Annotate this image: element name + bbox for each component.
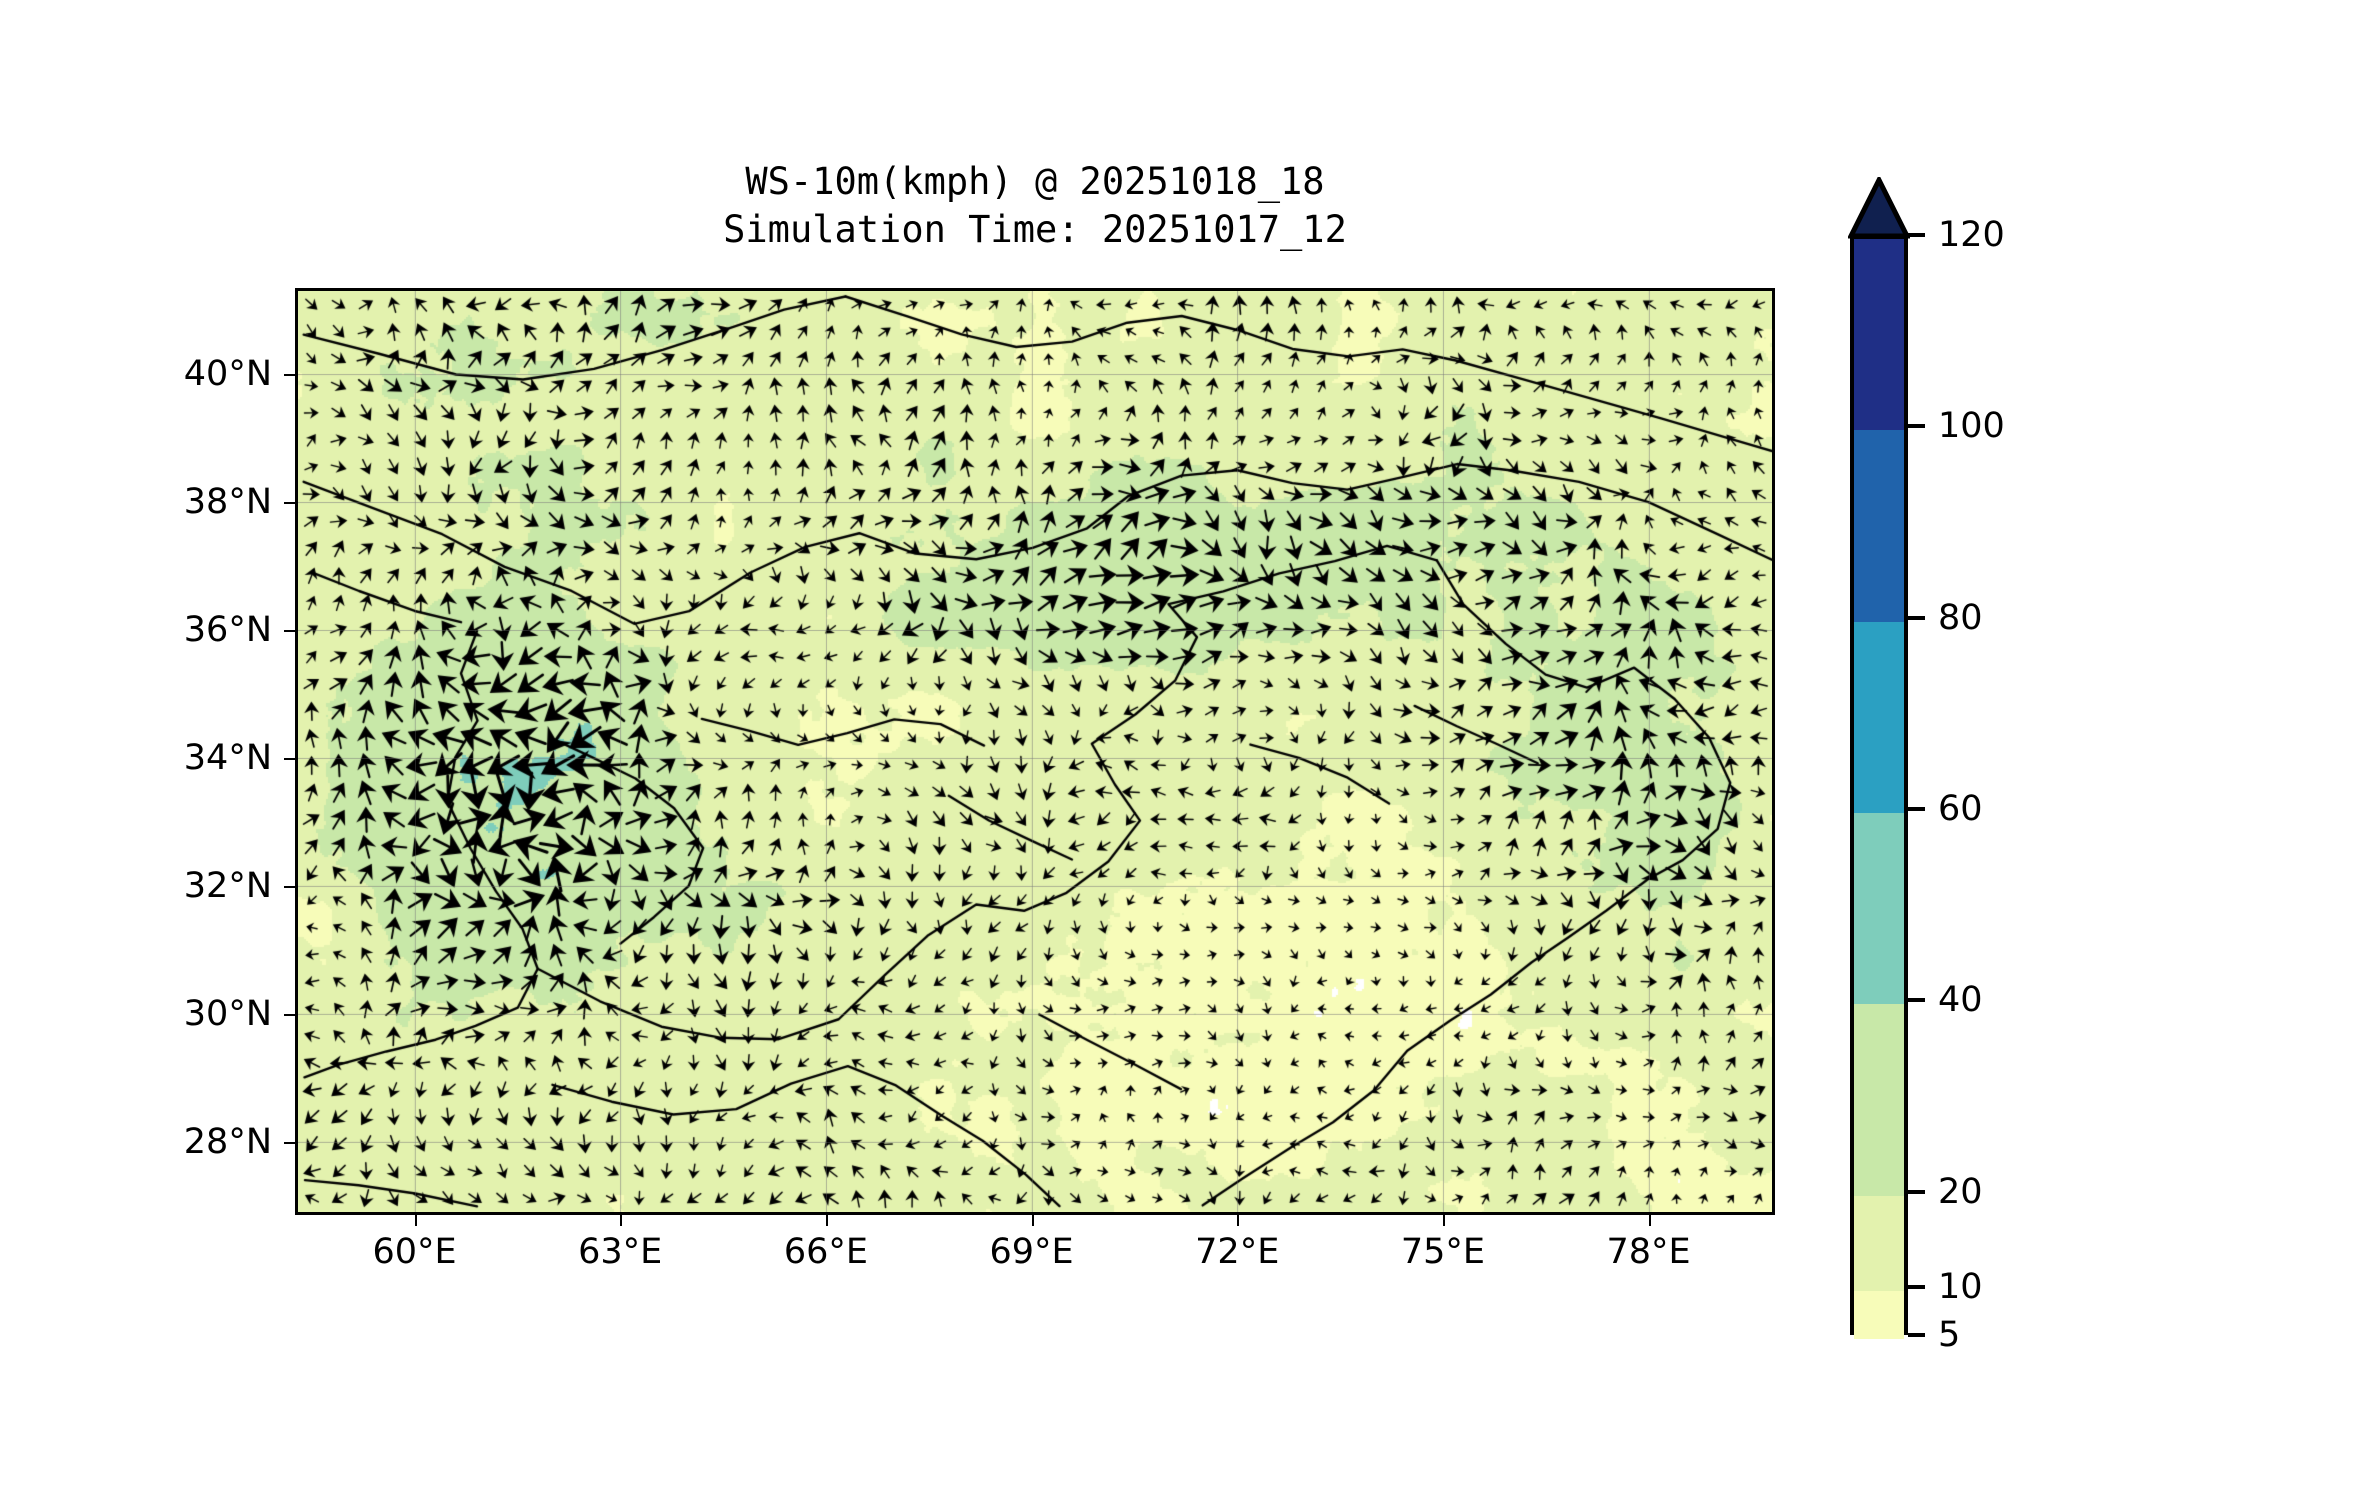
- gridline-horizontal: [298, 1141, 1772, 1143]
- y-axis-tick-label: 30°N: [183, 993, 272, 1034]
- x-axis-tick: [825, 1215, 828, 1226]
- x-axis-tick-label: 60°E: [372, 1232, 457, 1272]
- x-axis-tick-label: 69°E: [989, 1232, 1074, 1272]
- colorbar-tick: [1908, 1333, 1925, 1337]
- title-line-1: WS-10m(kmph) @ 20251018_18: [745, 160, 1325, 203]
- x-axis-tick: [1031, 1215, 1034, 1226]
- map-plot-area[interactable]: [295, 288, 1775, 1215]
- gridline-horizontal: [298, 885, 1772, 887]
- y-axis-tick: [284, 502, 295, 505]
- gridline-horizontal: [298, 757, 1772, 759]
- y-axis-tick: [284, 629, 295, 632]
- colorbar-tick-label: 20: [1938, 1171, 1983, 1212]
- y-axis-tick: [284, 374, 295, 377]
- gridline-vertical: [414, 291, 416, 1212]
- chart-title: WS-10m(kmph) @ 20251018_18 Simulation Ti…: [295, 158, 1775, 254]
- y-axis-tick: [284, 885, 295, 888]
- gridline-horizontal: [298, 629, 1772, 631]
- colorbar-gradient: [1850, 235, 1908, 1339]
- colorbar-segment: [1854, 1004, 1904, 1196]
- gridline-vertical: [1648, 291, 1650, 1212]
- x-axis-tick-label: 66°E: [783, 1232, 868, 1272]
- y-axis-tick-label: 38°N: [183, 482, 272, 523]
- colorbar-tick-label: 100: [1938, 406, 2005, 447]
- title-line-2: Simulation Time: 20251017_12: [723, 208, 1347, 252]
- y-axis-tick-label: 28°N: [183, 1121, 272, 1162]
- gridline-horizontal: [298, 374, 1772, 376]
- x-axis-tick-label: 78°E: [1606, 1232, 1691, 1272]
- colorbar-tick-label: 80: [1938, 597, 1983, 638]
- colorbar-tick-label: 60: [1938, 788, 1983, 829]
- colorbar-segment: [1854, 430, 1904, 622]
- gridline-vertical: [1237, 291, 1239, 1212]
- y-axis-tick-label: 32°N: [183, 865, 272, 906]
- colorbar-segment: [1854, 1291, 1904, 1339]
- colorbar-tick-label: 10: [1938, 1267, 1983, 1308]
- colorbar-tick: [1908, 1285, 1925, 1290]
- gridline-vertical: [1442, 291, 1444, 1212]
- colorbar-segment: [1854, 239, 1904, 431]
- x-axis-tick: [1648, 1215, 1651, 1226]
- y-axis-tick: [284, 1013, 295, 1016]
- colorbar-tick: [1908, 998, 1925, 1003]
- x-axis-tick-label: 72°E: [1195, 1232, 1280, 1272]
- colorbar-segment: [1854, 812, 1904, 1005]
- gridline-horizontal: [298, 502, 1772, 504]
- wind-speed-field-canvas: [298, 291, 1772, 1212]
- colorbar-tick-label: 40: [1938, 980, 1983, 1021]
- colorbar-segment: [1854, 621, 1904, 813]
- colorbar-extend-arrow-icon: [1848, 177, 1910, 239]
- colorbar-segment: [1854, 1195, 1904, 1292]
- colorbar-tick: [1908, 424, 1925, 429]
- y-axis-tick-label: 40°N: [183, 354, 272, 395]
- gridline-vertical: [620, 291, 622, 1212]
- y-axis-tick: [284, 757, 295, 760]
- x-axis-tick-label: 63°E: [578, 1232, 663, 1272]
- colorbar-tick: [1908, 233, 1925, 237]
- y-axis-tick-label: 36°N: [183, 609, 272, 650]
- x-axis-tick-label: 75°E: [1400, 1232, 1485, 1272]
- y-axis-tick-label: 34°N: [183, 737, 272, 778]
- x-axis-tick: [414, 1215, 417, 1226]
- colorbar-tick: [1908, 615, 1925, 620]
- colorbar-tick-label: 120: [1938, 215, 2005, 255]
- gridline-vertical: [825, 291, 827, 1212]
- y-axis-tick: [284, 1141, 295, 1144]
- x-axis-tick: [1442, 1215, 1445, 1226]
- colorbar-tick: [1908, 806, 1925, 811]
- colorbar-tick-label: 5: [1938, 1315, 1961, 1355]
- gridline-vertical: [1031, 291, 1033, 1212]
- colorbar-tick: [1908, 1189, 1925, 1194]
- colorbar[interactable]: 5 10 20 40 60 80 100 120: [1848, 177, 2005, 1355]
- x-axis-tick: [1237, 1215, 1240, 1226]
- gridline-horizontal: [298, 1013, 1772, 1015]
- x-axis-tick: [620, 1215, 623, 1226]
